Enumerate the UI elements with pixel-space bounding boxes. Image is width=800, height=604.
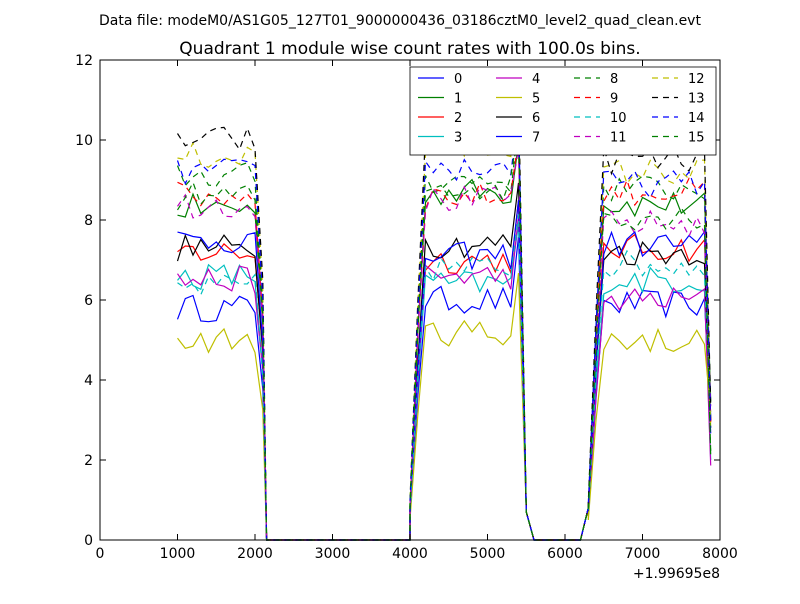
legend-label-5: 5 [532, 92, 540, 107]
y-tick-label: 12 [75, 53, 93, 69]
y-tick-label: 10 [75, 133, 93, 149]
legend-label-4: 4 [532, 72, 540, 87]
legend-label-10: 10 [610, 111, 627, 126]
x-tick-label: 4000 [392, 546, 428, 562]
x-tick-label: 2000 [237, 546, 273, 562]
legend-label-14: 14 [688, 111, 705, 126]
legend-label-12: 12 [688, 72, 705, 87]
legend-label-13: 13 [688, 92, 705, 107]
legend-label-7: 7 [532, 131, 540, 146]
legend-label-2: 2 [454, 111, 462, 126]
x-tick-label: 1000 [160, 546, 196, 562]
figure-suptitle: Data file: modeM0/AS1G05_127T01_90000004… [99, 13, 701, 29]
y-tick-label: 2 [84, 453, 93, 469]
legend-label-15: 15 [688, 131, 705, 146]
legend-label-11: 11 [610, 131, 627, 146]
x-tick-label: 6000 [547, 546, 583, 562]
x-tick-label: 8000 [702, 546, 738, 562]
series-line-11 [177, 149, 712, 541]
y-tick-label: 8 [84, 213, 93, 229]
series-line-9 [177, 139, 712, 541]
legend-label-1: 1 [454, 92, 462, 107]
legend-label-9: 9 [610, 92, 618, 107]
legend-label-0: 0 [454, 72, 462, 87]
legend-label-6: 6 [532, 111, 540, 126]
series-line-14 [176, 109, 712, 541]
x-tick-label: 7000 [625, 546, 661, 562]
plot-area [176, 88, 712, 541]
axis-ticks: 0 1000 2000 3000 4000 5000 6000 7000 80000246810… [75, 53, 738, 562]
y-tick-label: 6 [84, 293, 93, 309]
x-tick-label: 3000 [315, 546, 351, 562]
legend-frame [409, 66, 717, 156]
x-tick-label: 5000 [470, 546, 506, 562]
chart-title: Quadrant 1 module wise count rates with … [179, 39, 640, 59]
x-offset-label: +1.99695e8 [633, 566, 720, 582]
x-tick-label: 0 [96, 546, 105, 562]
y-tick-label: 4 [84, 373, 93, 389]
legend-label-3: 3 [454, 131, 462, 146]
y-tick-label: 0 [84, 533, 93, 549]
legend-label-8: 8 [610, 72, 618, 87]
